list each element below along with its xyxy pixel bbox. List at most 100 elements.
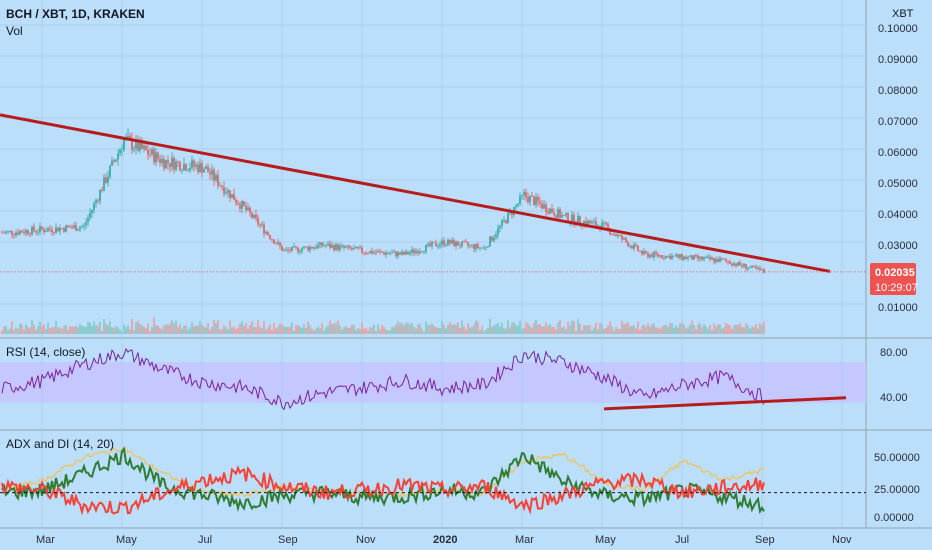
volume-bar	[313, 330, 315, 334]
candle-body	[215, 175, 217, 181]
last-price-badge[interactable]: 0.02035 10:29:07	[870, 263, 918, 295]
candle-body	[607, 224, 609, 228]
volume-bar	[455, 325, 457, 334]
volume-bar	[181, 328, 183, 334]
candle-body	[161, 159, 163, 163]
adx-axis-labels[interactable]: 50.00000 25.00000 0.00000	[874, 452, 920, 524]
candle-body	[61, 228, 63, 229]
candle-body	[677, 254, 679, 258]
volume-bar	[597, 329, 599, 334]
candle-body	[731, 263, 733, 266]
volume-bar	[307, 321, 309, 334]
rsi-trendline[interactable]	[603, 396, 847, 411]
volume-bar	[367, 330, 369, 334]
candle-body	[299, 251, 301, 253]
volume-bar	[261, 328, 263, 334]
volume-bar	[575, 331, 577, 334]
volume-bar	[155, 325, 157, 334]
volume-bar	[733, 325, 735, 334]
volume-bar	[357, 328, 359, 334]
countdown-timer: 10:29:07	[875, 282, 918, 294]
adx-title[interactable]: ADX and DI (14, 20)	[6, 437, 114, 451]
volume-bar	[231, 327, 233, 334]
volume-bar	[567, 321, 569, 334]
time-tick: May	[116, 534, 137, 546]
volume-bar	[463, 326, 465, 334]
rsi-title[interactable]: RSI (14, close)	[6, 345, 85, 359]
price-trendline[interactable]	[0, 113, 831, 273]
di-minus-line	[1, 465, 765, 516]
candle-body	[189, 167, 191, 171]
symbol-title[interactable]: BCH / XBT, 1D, KRAKEN	[6, 7, 145, 21]
volume-title[interactable]: Vol	[6, 24, 23, 38]
volume-bar	[55, 320, 57, 334]
time-axis-labels[interactable]: Mar May Jul Sep Nov 2020 Mar May Jul Sep…	[36, 534, 852, 546]
volume-bar	[87, 321, 89, 334]
candle-body	[539, 201, 541, 204]
candle-body	[515, 205, 517, 208]
candle-body	[365, 252, 367, 254]
volume-bar	[17, 328, 19, 334]
candle-body	[137, 139, 139, 151]
volume-bar	[31, 320, 33, 334]
candle-body	[133, 148, 135, 150]
volume-bar	[527, 323, 529, 334]
candle-body	[653, 252, 655, 258]
candle-body	[755, 266, 757, 269]
volume-bar	[39, 321, 41, 334]
rsi-line	[1, 347, 765, 411]
volume-bar	[221, 329, 223, 334]
volume-bar	[683, 324, 685, 334]
candle-body	[187, 170, 189, 172]
time-tick: Nov	[832, 534, 852, 546]
volume-bar	[161, 328, 163, 334]
volume-bar	[337, 320, 339, 334]
candle-body	[511, 211, 513, 215]
candle-body	[69, 226, 71, 228]
candle-body	[95, 200, 97, 204]
volume-bar	[579, 323, 581, 334]
volume-bar	[599, 322, 601, 334]
candle-body	[315, 247, 317, 249]
candle-body	[763, 269, 765, 273]
volume-bar	[745, 323, 747, 334]
candle-body	[553, 212, 555, 216]
volume-bar	[453, 323, 455, 334]
volume-bar	[361, 322, 363, 334]
candle-body	[411, 249, 413, 253]
volume-bar	[759, 323, 761, 334]
candle-body	[557, 209, 559, 218]
volume-bar	[669, 322, 671, 334]
candle-body	[349, 245, 351, 249]
volume-bar	[9, 328, 11, 334]
volume-bar	[725, 323, 727, 334]
volume-bar	[129, 329, 131, 334]
volume-bar	[605, 328, 607, 334]
volume-bar	[329, 320, 331, 334]
volume-bar	[627, 322, 629, 334]
volume-bar	[175, 320, 177, 334]
rsi-axis-labels[interactable]: 80.00 40.00	[880, 347, 908, 404]
candle-body	[567, 213, 569, 223]
candle-body	[183, 164, 185, 171]
volume-bar	[183, 325, 185, 334]
volume-bar	[75, 325, 77, 334]
volume-bar	[315, 328, 317, 334]
candle-body	[117, 153, 119, 160]
candle-body	[135, 139, 137, 149]
candle-body	[127, 135, 129, 138]
candle-body	[453, 240, 455, 247]
volume-bar	[583, 325, 585, 334]
volume-bar	[219, 329, 221, 334]
candle-body	[29, 233, 31, 235]
candle-body	[77, 229, 79, 231]
volume-bar	[437, 327, 439, 334]
price-axis-labels[interactable]: XBT 0.10000 0.09000 0.08000 0.07000 0.06…	[878, 8, 918, 314]
volume-bar	[309, 325, 311, 334]
volume-bar	[11, 321, 13, 334]
volume-bar	[145, 328, 147, 334]
candle-body	[655, 252, 657, 255]
volume-bar	[353, 325, 355, 334]
volume-bar	[205, 327, 207, 334]
